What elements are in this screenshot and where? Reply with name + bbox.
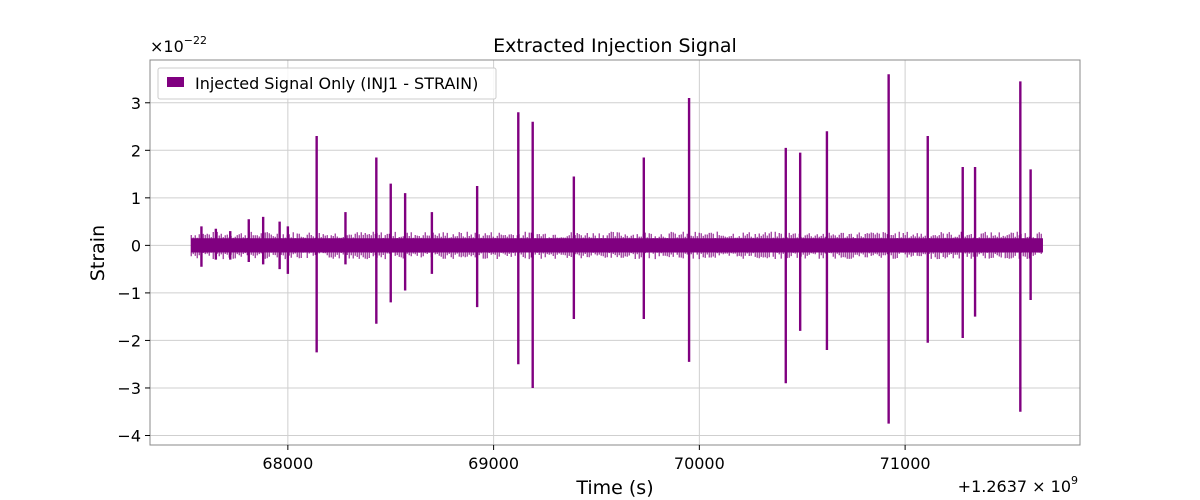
signal-noise <box>190 231 1042 260</box>
y-axis-title: Strain <box>87 225 109 281</box>
x-axis-ticks: 68000 69000 70000 71000 <box>262 445 931 473</box>
y-tick-label: 3 <box>131 94 141 113</box>
chart-title: Extracted Injection Signal <box>493 35 737 57</box>
x-tick-label: 70000 <box>674 454 725 473</box>
y-tick-label: −3 <box>117 379 141 398</box>
y-axis-ticks: −4 −3 −2 −1 0 1 2 3 <box>117 94 150 445</box>
y-tick-label: −1 <box>117 284 141 303</box>
y-tick-label: 0 <box>131 236 141 255</box>
plot-frame <box>149 59 1081 446</box>
legend: Injected Signal Only (INJ1 - STRAIN) <box>157 67 497 100</box>
x-tick-label: 71000 <box>880 454 931 473</box>
legend-label: Injected Signal Only (INJ1 - STRAIN) <box>195 74 478 93</box>
y-scale-multiplier: ×10−22 <box>150 34 207 56</box>
x-tick-label: 69000 <box>468 454 519 473</box>
x-axis-title: Time (s) <box>575 477 653 499</box>
y-tick-label: 1 <box>131 189 141 208</box>
y-tick-label: 2 <box>131 141 141 160</box>
plot-data <box>190 74 1043 424</box>
legend-frame <box>157 67 497 100</box>
x-tick-label: 68000 <box>262 454 313 473</box>
y-scale-exponent: −22 <box>184 34 207 47</box>
y-tick-label: −4 <box>117 426 141 445</box>
x-offset-exponent: 9 <box>1071 474 1078 487</box>
y-tick-label: −2 <box>117 331 141 350</box>
legend-swatch <box>167 77 184 87</box>
x-offset-label: +1.2637 × 109 <box>958 474 1078 496</box>
